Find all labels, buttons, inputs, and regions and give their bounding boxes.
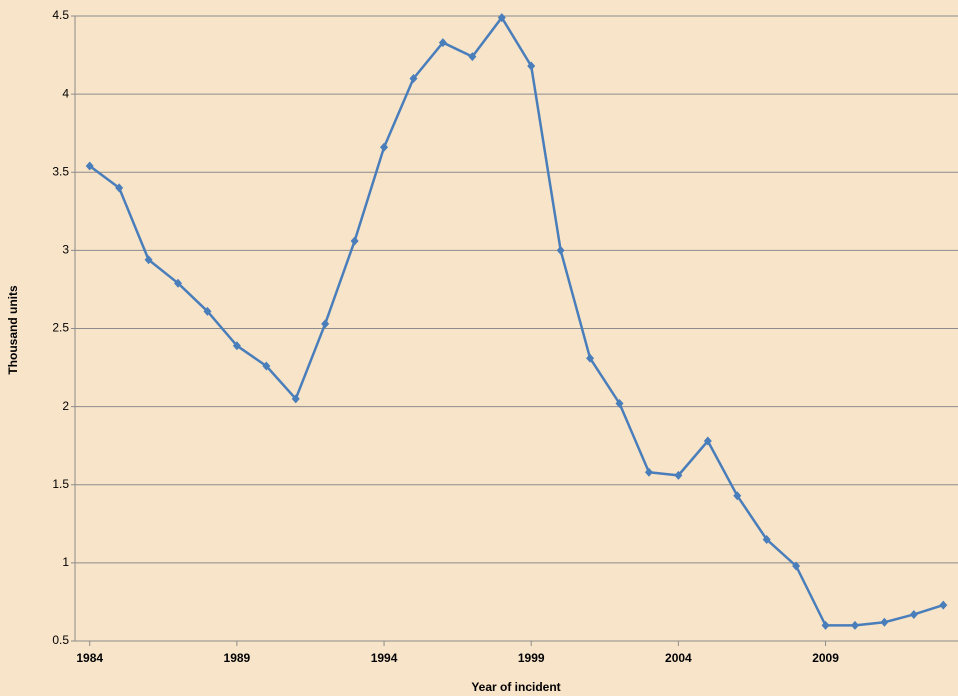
x-tick-label: 1999: [518, 651, 545, 665]
marker: [232, 341, 241, 351]
marker: [321, 319, 330, 329]
marker: [821, 620, 830, 630]
marker: [468, 52, 477, 62]
marker: [703, 436, 712, 446]
marker: [409, 74, 418, 83]
marker: [674, 470, 683, 480]
x-tick-label: 1989: [224, 651, 251, 665]
marker: [792, 561, 801, 571]
marker: [556, 245, 565, 255]
marker: [291, 394, 300, 404]
y-tick-label: 1: [62, 555, 69, 569]
y-tick-label: 2: [62, 399, 69, 413]
marker: [850, 620, 859, 630]
marker: [586, 353, 595, 363]
marker: [85, 161, 94, 171]
marker: [350, 236, 359, 246]
marker: [939, 600, 948, 610]
marker: [438, 38, 447, 48]
marker: [733, 491, 742, 501]
y-tick-label: 0.5: [52, 633, 69, 647]
x-tick-label: 1984: [76, 651, 103, 665]
y-axis-title: Thousand units: [6, 285, 20, 375]
marker: [115, 183, 124, 193]
marker: [380, 142, 389, 152]
marker: [615, 399, 624, 408]
y-tick-label: 3: [62, 243, 69, 257]
marker: [644, 467, 653, 477]
y-tick-label: 4: [62, 86, 69, 100]
y-tick-label: 3.5: [52, 164, 69, 178]
marker: [880, 617, 889, 627]
line: [88, 16, 944, 627]
marker: [203, 306, 212, 316]
x-axis-title: Year of incident: [471, 680, 560, 694]
marker: [527, 61, 536, 71]
marker: [144, 255, 153, 265]
x-tick-label: 1994: [371, 651, 398, 665]
marker: [174, 278, 183, 288]
y-tick-label: 4.5: [52, 8, 69, 22]
marker: [762, 534, 771, 544]
marker: [262, 361, 271, 371]
marker: [497, 13, 506, 23]
marker: [909, 609, 918, 619]
y-tick-label: 2.5: [52, 321, 69, 335]
x-tick-label: 2004: [665, 651, 692, 665]
y-tick-label: 1.5: [52, 477, 69, 491]
x-tick-label: 2009: [812, 651, 839, 665]
